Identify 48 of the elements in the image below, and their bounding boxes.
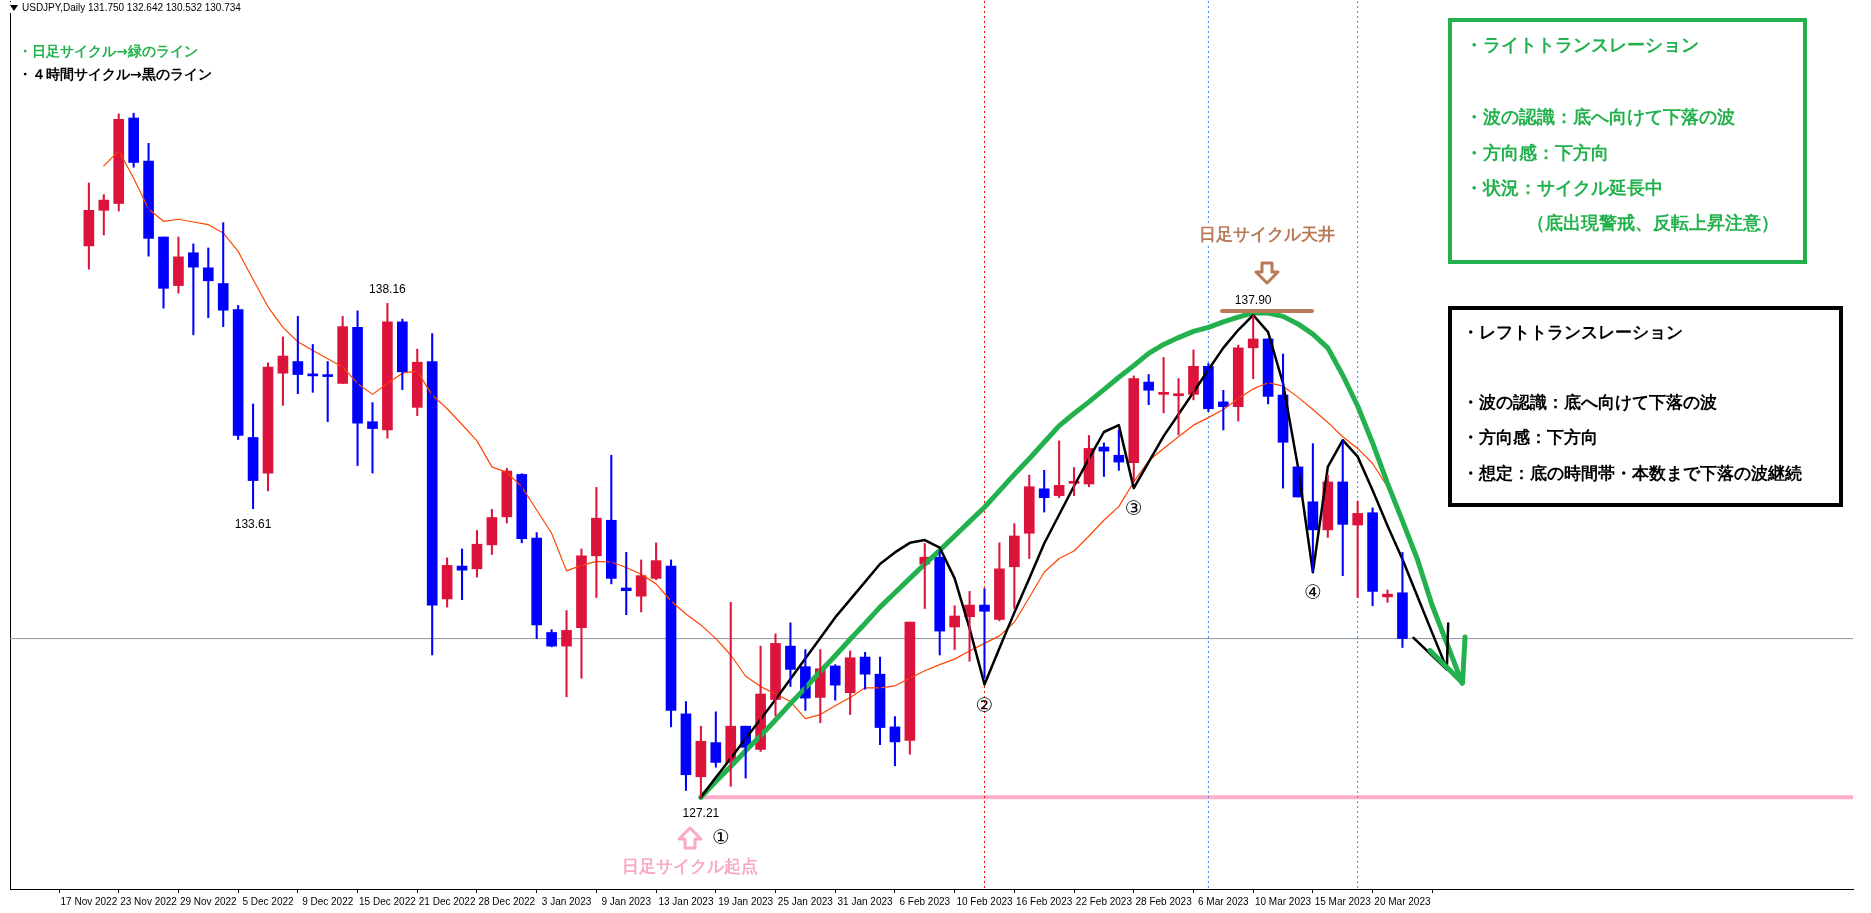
chart-title: USDJPY,Daily 131.750 132.642 130.532 130.734 bbox=[22, 2, 241, 13]
candlestick bbox=[1158, 357, 1169, 414]
annotation: ・方向感：下方向 bbox=[1462, 426, 1598, 448]
x-tick-label: 6 Mar 2023 bbox=[1198, 895, 1250, 907]
annotation: 138.16 bbox=[369, 281, 407, 296]
text: ・ライトトランスレーション bbox=[1465, 34, 1699, 56]
x-tick-label: 10 Mar 2023 bbox=[1254, 895, 1312, 907]
annotation: ③ bbox=[1124, 496, 1143, 521]
x-tick-label: 19 Jan 2023 bbox=[718, 895, 774, 907]
x-tick-label: 6 Feb 2023 bbox=[899, 895, 951, 907]
annotation: ・状況：サイクル延長中 bbox=[1465, 177, 1663, 199]
annotation: 日足サイクル天井 bbox=[1199, 223, 1335, 245]
candlestick bbox=[322, 361, 334, 423]
text: ・日足サイクル→緑のライン bbox=[18, 42, 198, 60]
x-tick-label: 13 Jan 2023 bbox=[658, 895, 714, 907]
text: ① bbox=[712, 825, 730, 849]
x-tick-label: 9 Dec 2022 bbox=[302, 895, 354, 907]
x-tick-label: 25 Jan 2023 bbox=[777, 895, 834, 907]
x-tick-label: 28 Dec 2022 bbox=[478, 895, 536, 907]
text: 日足サイクル起点 bbox=[622, 855, 758, 877]
x-tick-label: 17 Nov 2022 bbox=[60, 895, 118, 907]
x-tick-label: 28 Feb 2023 bbox=[1135, 895, 1193, 907]
annotation: ④ bbox=[1303, 580, 1322, 605]
annotation: ② bbox=[975, 692, 994, 717]
x-tick-label: 3 Jan 2023 bbox=[541, 895, 592, 907]
x-tick-label: 16 Feb 2023 bbox=[1016, 895, 1073, 907]
annotation: 137.90 bbox=[1234, 293, 1272, 308]
annotation: ・波の認識：底へ向けて下落の波 bbox=[1462, 391, 1717, 413]
x-tick-label: 15 Mar 2023 bbox=[1314, 895, 1372, 907]
annotation: ・波の認識：底へ向けて下落の波 bbox=[1465, 106, 1735, 128]
annotation: （底出現警戒、反転上昇注意） bbox=[1527, 212, 1779, 234]
x-tick-label: 29 Nov 2022 bbox=[179, 895, 238, 907]
text: ・４時間サイクル→黒のライン bbox=[18, 65, 212, 83]
annotation: ・方向感：下方向 bbox=[1465, 142, 1609, 164]
x-tick-label: 22 Feb 2023 bbox=[1075, 895, 1133, 907]
x-tick-label: 9 Jan 2023 bbox=[601, 895, 652, 907]
x-tick-label: 15 Dec 2022 bbox=[359, 895, 417, 907]
annotation: 127.21 bbox=[682, 805, 720, 820]
x-tick-label: 23 Nov 2022 bbox=[120, 895, 178, 907]
annotation: 133.61 bbox=[234, 516, 272, 531]
x-tick-label: 5 Dec 2022 bbox=[242, 895, 295, 907]
annotation: ・想定：底の時間帯・本数まで下落の波継続 bbox=[1462, 462, 1802, 484]
annotation: ・レフトトランスレーション bbox=[1462, 321, 1683, 343]
x-tick-label: 21 Dec 2022 bbox=[418, 895, 476, 907]
x-tick-label: 10 Feb 2023 bbox=[956, 895, 1013, 907]
x-tick-label: 20 Mar 2023 bbox=[1374, 895, 1431, 907]
x-tick-label: 31 Jan 2023 bbox=[837, 895, 894, 907]
candlestick bbox=[1173, 378, 1184, 436]
